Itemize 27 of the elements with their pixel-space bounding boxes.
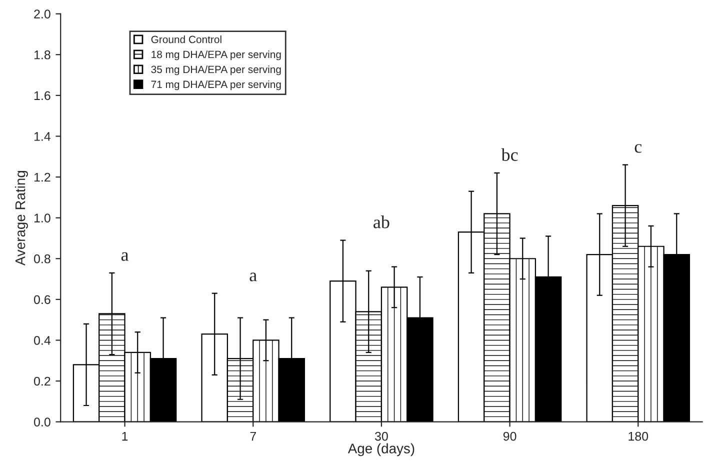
y-axis-title: Average Rating bbox=[15, 170, 28, 266]
y-tick-label: 2.0 bbox=[34, 10, 50, 18]
legend-label: 18 mg DHA/EPA per serving bbox=[152, 50, 281, 60]
annotation: a bbox=[121, 252, 129, 261]
x-tick-label: 180 bbox=[628, 432, 648, 441]
legend-label: Ground Control bbox=[151, 36, 222, 44]
annotation: c bbox=[634, 144, 642, 153]
annotation: bc bbox=[501, 148, 518, 161]
annotation: ab bbox=[374, 216, 390, 228]
x-axis-title: Age (days) bbox=[348, 443, 414, 456]
y-tick-label: 1.2 bbox=[34, 172, 50, 182]
y-tick-label: 0.4 bbox=[34, 336, 51, 345]
y-tick-label: 1.0 bbox=[34, 214, 50, 222]
y-tick-label: 0.0 bbox=[34, 418, 50, 426]
legend-label: 35 mg DHA/EPA per serving bbox=[151, 65, 281, 76]
annotation: a bbox=[250, 272, 257, 282]
y-tick-label: 1.8 bbox=[34, 50, 50, 60]
x-tick-label: 7 bbox=[250, 432, 256, 441]
legend-label: 71 mg DHA/EPA per serving bbox=[151, 80, 281, 90]
x-tick-label: 90 bbox=[503, 432, 516, 441]
y-tick-label: 1.4 bbox=[34, 132, 51, 141]
y-tick-label: 0.8 bbox=[34, 254, 50, 264]
y-tick-label: 0.2 bbox=[34, 376, 50, 386]
x-tick-label: 30 bbox=[374, 432, 388, 441]
y-tick-label: 0.6 bbox=[34, 295, 50, 304]
y-tick-label: 1.6 bbox=[34, 91, 50, 100]
x-tick-label: 1 bbox=[122, 432, 128, 441]
